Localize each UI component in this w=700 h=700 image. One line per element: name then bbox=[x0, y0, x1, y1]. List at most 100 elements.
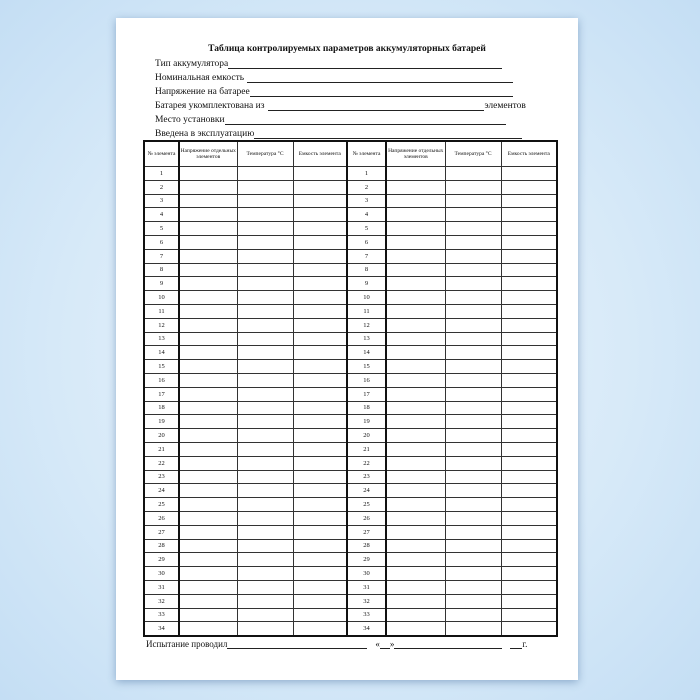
capacity-cell[interactable] bbox=[292, 331, 348, 347]
temperature-cell[interactable] bbox=[236, 469, 294, 485]
voltage-cell[interactable] bbox=[385, 497, 446, 512]
capacity-cell[interactable] bbox=[500, 510, 558, 526]
capacity-cell[interactable] bbox=[500, 607, 558, 623]
voltage-cell[interactable] bbox=[178, 510, 238, 526]
voltage-cell[interactable] bbox=[178, 303, 238, 319]
year-line[interactable] bbox=[510, 639, 523, 649]
temperature-cell[interactable] bbox=[236, 386, 294, 402]
capacity-cell[interactable] bbox=[292, 579, 348, 595]
capacity-cell[interactable] bbox=[292, 303, 348, 319]
voltage-cell[interactable] bbox=[178, 345, 238, 361]
temperature-cell[interactable] bbox=[444, 524, 502, 540]
temperature-cell[interactable] bbox=[236, 497, 294, 512]
temperature-cell[interactable] bbox=[236, 331, 294, 347]
capacity-cell[interactable] bbox=[292, 290, 348, 305]
capacity-cell[interactable] bbox=[292, 234, 348, 250]
voltage-cell[interactable] bbox=[385, 234, 446, 250]
temperature-cell[interactable] bbox=[236, 248, 294, 264]
voltage-cell[interactable] bbox=[178, 248, 238, 264]
temperature-cell[interactable] bbox=[236, 552, 294, 568]
day-line[interactable] bbox=[379, 639, 390, 649]
temperature-cell[interactable] bbox=[444, 345, 502, 361]
voltage-cell[interactable] bbox=[385, 538, 446, 554]
capacity-cell[interactable] bbox=[292, 179, 348, 195]
temperature-cell[interactable] bbox=[236, 372, 294, 388]
voltage-cell[interactable] bbox=[178, 483, 238, 499]
voltage-cell[interactable] bbox=[178, 400, 238, 416]
voltage-cell[interactable] bbox=[178, 207, 238, 223]
voltage-cell[interactable] bbox=[385, 345, 446, 361]
capacity-cell[interactable] bbox=[500, 579, 558, 595]
capacity-cell[interactable] bbox=[292, 262, 348, 278]
capacity-cell[interactable] bbox=[500, 317, 558, 333]
capacity-cell[interactable] bbox=[500, 483, 558, 499]
capacity-cell[interactable] bbox=[500, 345, 558, 361]
temperature-cell[interactable] bbox=[236, 524, 294, 540]
capacity-cell[interactable] bbox=[500, 455, 558, 471]
temperature-cell[interactable] bbox=[444, 290, 502, 305]
voltage-cell[interactable] bbox=[178, 552, 238, 568]
capacity-cell[interactable] bbox=[500, 497, 558, 512]
capacity-cell[interactable] bbox=[292, 166, 348, 181]
voltage-cell[interactable] bbox=[385, 166, 446, 181]
capacity-cell[interactable] bbox=[500, 207, 558, 223]
temperature-cell[interactable] bbox=[236, 345, 294, 361]
temperature-cell[interactable] bbox=[236, 303, 294, 319]
voltage-cell[interactable] bbox=[385, 193, 446, 209]
capacity-cell[interactable] bbox=[292, 566, 348, 581]
temperature-cell[interactable] bbox=[444, 248, 502, 264]
temperature-cell[interactable] bbox=[236, 579, 294, 595]
temperature-cell[interactable] bbox=[444, 207, 502, 223]
voltage-cell[interactable] bbox=[385, 524, 446, 540]
capacity-cell[interactable] bbox=[500, 441, 558, 457]
capacity-cell[interactable] bbox=[292, 455, 348, 471]
voltage-cell[interactable] bbox=[178, 607, 238, 623]
capacity-cell[interactable] bbox=[292, 400, 348, 416]
voltage-cell[interactable] bbox=[385, 400, 446, 416]
temperature-cell[interactable] bbox=[236, 414, 294, 430]
temperature-cell[interactable] bbox=[444, 400, 502, 416]
capacity-cell[interactable] bbox=[292, 248, 348, 264]
capacity-cell[interactable] bbox=[292, 607, 348, 623]
voltage-cell[interactable] bbox=[385, 386, 446, 402]
capacity-cell[interactable] bbox=[500, 303, 558, 319]
tester-line[interactable] bbox=[227, 639, 368, 649]
capacity-cell[interactable] bbox=[500, 469, 558, 485]
voltage-cell[interactable] bbox=[178, 262, 238, 278]
capacity-cell[interactable] bbox=[500, 221, 558, 236]
capacity-cell[interactable] bbox=[292, 510, 348, 526]
voltage-cell[interactable] bbox=[385, 359, 446, 374]
temperature-cell[interactable] bbox=[236, 510, 294, 526]
capacity-cell[interactable] bbox=[500, 428, 558, 443]
voltage-cell[interactable] bbox=[178, 441, 238, 457]
capacity-cell[interactable] bbox=[500, 193, 558, 209]
temperature-cell[interactable] bbox=[444, 469, 502, 485]
temperature-cell[interactable] bbox=[236, 455, 294, 471]
capacity-cell[interactable] bbox=[500, 524, 558, 540]
capacity-cell[interactable] bbox=[292, 428, 348, 443]
voltage-cell[interactable] bbox=[178, 414, 238, 430]
temperature-cell[interactable] bbox=[444, 359, 502, 374]
temperature-cell[interactable] bbox=[236, 234, 294, 250]
voltage-cell[interactable] bbox=[178, 276, 238, 292]
voltage-cell[interactable] bbox=[385, 483, 446, 499]
temperature-cell[interactable] bbox=[444, 552, 502, 568]
capacity-cell[interactable] bbox=[292, 621, 348, 637]
voltage-cell[interactable] bbox=[178, 179, 238, 195]
capacity-cell[interactable] bbox=[500, 290, 558, 305]
capacity-cell[interactable] bbox=[292, 207, 348, 223]
temperature-cell[interactable] bbox=[236, 166, 294, 181]
voltage-cell[interactable] bbox=[385, 207, 446, 223]
temperature-cell[interactable] bbox=[236, 483, 294, 499]
temperature-cell[interactable] bbox=[444, 317, 502, 333]
capacity-cell[interactable] bbox=[500, 372, 558, 388]
temperature-cell[interactable] bbox=[444, 607, 502, 623]
voltage-cell[interactable] bbox=[385, 510, 446, 526]
temperature-cell[interactable] bbox=[236, 538, 294, 554]
voltage-cell[interactable] bbox=[385, 414, 446, 430]
voltage-cell[interactable] bbox=[178, 331, 238, 347]
temperature-cell[interactable] bbox=[444, 386, 502, 402]
capacity-cell[interactable] bbox=[292, 538, 348, 554]
voltage-cell[interactable] bbox=[178, 497, 238, 512]
capacity-cell[interactable] bbox=[292, 441, 348, 457]
